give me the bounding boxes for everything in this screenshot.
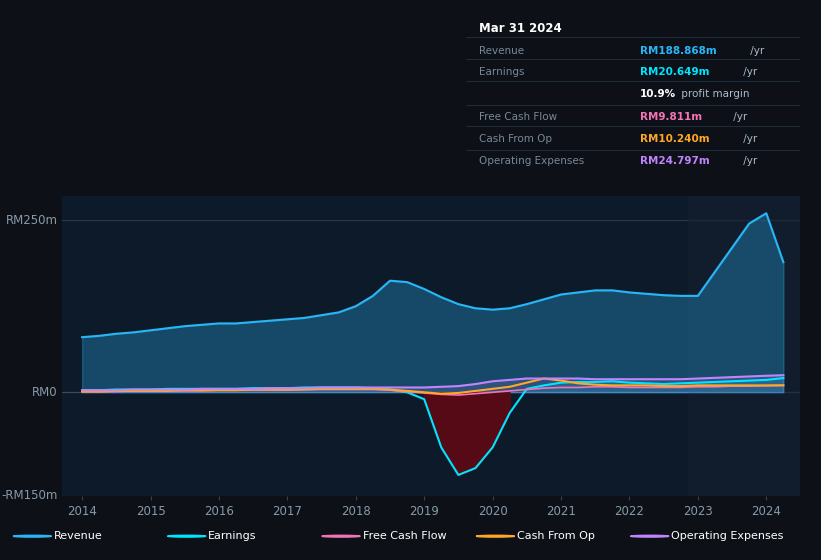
- Text: Free Cash Flow: Free Cash Flow: [479, 111, 557, 122]
- Text: /yr: /yr: [730, 111, 747, 122]
- Text: RM188.868m: RM188.868m: [640, 46, 717, 56]
- Text: Revenue: Revenue: [479, 46, 524, 56]
- Text: RM20.649m: RM20.649m: [640, 67, 709, 77]
- Text: profit margin: profit margin: [678, 89, 750, 99]
- Bar: [687, 196, 800, 496]
- Text: /yr: /yr: [741, 134, 758, 144]
- Circle shape: [476, 535, 515, 537]
- Text: 10.9%: 10.9%: [640, 89, 676, 99]
- Text: Earnings: Earnings: [479, 67, 525, 77]
- Text: Operating Expenses: Operating Expenses: [672, 531, 784, 541]
- Text: RM10.240m: RM10.240m: [640, 134, 709, 144]
- Text: Free Cash Flow: Free Cash Flow: [363, 531, 447, 541]
- Text: -RM150m: -RM150m: [2, 489, 57, 502]
- Circle shape: [631, 535, 669, 537]
- Text: /yr: /yr: [741, 156, 758, 166]
- Text: RM9.811m: RM9.811m: [640, 111, 702, 122]
- Text: Operating Expenses: Operating Expenses: [479, 156, 585, 166]
- Circle shape: [13, 535, 52, 537]
- Text: /yr: /yr: [747, 46, 764, 56]
- Text: Cash From Op: Cash From Op: [517, 531, 595, 541]
- Text: Revenue: Revenue: [54, 531, 103, 541]
- Text: /yr: /yr: [741, 67, 758, 77]
- Text: Earnings: Earnings: [209, 531, 257, 541]
- Text: RM0: RM0: [32, 386, 57, 399]
- Text: Mar 31 2024: Mar 31 2024: [479, 22, 562, 35]
- Circle shape: [322, 535, 360, 537]
- Circle shape: [167, 535, 206, 537]
- Text: RM24.797m: RM24.797m: [640, 156, 709, 166]
- Text: RM250m: RM250m: [6, 213, 57, 227]
- Text: Cash From Op: Cash From Op: [479, 134, 552, 144]
